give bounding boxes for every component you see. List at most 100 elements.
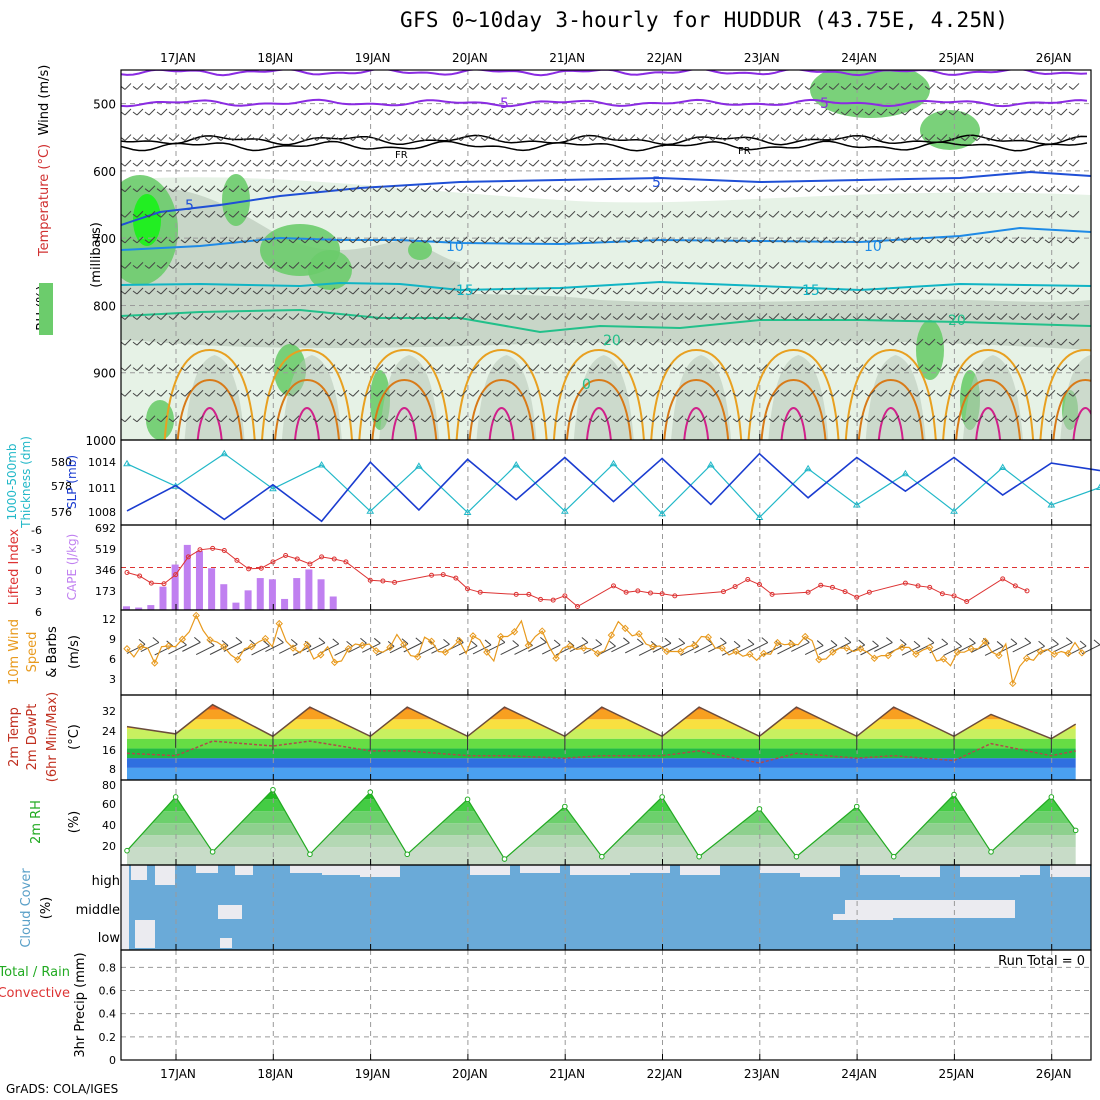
- wind-barb: [856, 262, 864, 269]
- wind-barb-flag: [420, 290, 426, 295]
- wind-barb: [208, 287, 216, 295]
- date-label-top: 19JAN: [355, 51, 391, 65]
- wind-barb: [1060, 287, 1068, 295]
- thickness-marker: [901, 469, 910, 477]
- wind-barb: [400, 287, 408, 295]
- wind-barb: [712, 134, 720, 141]
- wind-barb-flag: [216, 111, 222, 116]
- wind-barb-flag: [792, 86, 798, 90]
- wind-barb-flag: [1044, 111, 1050, 116]
- wind-barb: [940, 338, 948, 346]
- wind-barb-flag: [828, 188, 834, 193]
- wind-barb: [532, 210, 540, 218]
- wind-barb-flag: [732, 367, 738, 372]
- wind-barb: [136, 313, 144, 320]
- wind-barb-10m: [500, 645, 519, 655]
- wind-barb-flag: [1068, 213, 1074, 218]
- wind-barb: [604, 389, 612, 397]
- wind-barb-flag: [924, 213, 930, 218]
- isotherm-35: [877, 406, 904, 440]
- wind-barb: [292, 364, 300, 372]
- wind-barb-flag: [744, 86, 750, 90]
- wind-barb-flag: [348, 418, 354, 423]
- wind-barb: [748, 364, 756, 372]
- wind-barb: [904, 108, 912, 116]
- wind-barb: [796, 364, 804, 372]
- wind-barb: [508, 287, 516, 295]
- wind-barb-flag: [180, 213, 186, 218]
- wind-barb: [436, 83, 444, 90]
- wind-barb-flag: [600, 111, 606, 116]
- wind-barb-10m-flag: [595, 639, 603, 645]
- wind-speed-marker: [1078, 649, 1086, 657]
- wind-barb-flag: [492, 213, 498, 218]
- wind-barb: [424, 364, 432, 372]
- wind-barb: [568, 338, 576, 346]
- wind-barb-flag: [660, 213, 666, 218]
- wind-barb-flag: [324, 188, 330, 193]
- wind-barb-flag: [828, 162, 834, 167]
- wind-barb-flag: [564, 392, 570, 397]
- wind-barb: [172, 159, 180, 167]
- wind-barb-flag: [1056, 392, 1062, 397]
- wind-barb: [496, 134, 504, 141]
- wind-barb-flag: [540, 239, 546, 244]
- wind-barb: [328, 159, 336, 167]
- wind-barb: [976, 338, 984, 346]
- wind-barb-10m-flag: [567, 640, 575, 647]
- wind-barb: [448, 83, 456, 90]
- wind-barb: [472, 83, 480, 90]
- wind-barb-flag: [648, 111, 654, 116]
- wind-barb: [208, 210, 216, 218]
- wind-barb-flag: [708, 86, 714, 90]
- wind-barb: [328, 108, 336, 116]
- wind-barb: [700, 364, 708, 372]
- thickness-marker: [1047, 501, 1056, 508]
- wind-barb-flag: [588, 316, 594, 320]
- wind-barb-flag: [180, 341, 186, 346]
- wind-barb-flag: [432, 137, 438, 141]
- wind-barb: [1072, 389, 1080, 397]
- cloud-gap: [470, 865, 510, 875]
- wind-barb-flag: [564, 111, 570, 116]
- wind-barb-flag: [396, 239, 402, 244]
- wind-speed-marker: [303, 640, 311, 649]
- wind-speed-marker: [663, 647, 671, 656]
- wind-barb: [172, 83, 180, 90]
- cloud-level-label: low: [98, 931, 121, 946]
- wind-barb-flag: [744, 213, 750, 218]
- wind-barb-flag: [121, 264, 126, 269]
- wind-barb-flag: [624, 239, 630, 244]
- wind-barb: [328, 185, 336, 193]
- wind-barb-flag: [924, 367, 930, 372]
- wind-barb: [736, 389, 744, 397]
- wind-barb: [820, 185, 828, 193]
- wind-barb: [520, 389, 528, 397]
- wind-barb-flag: [780, 162, 786, 167]
- wind-barb: [712, 83, 720, 90]
- wind-barb-flag: [192, 264, 198, 269]
- wind-barb: [952, 134, 960, 141]
- wind-barb: [124, 415, 132, 423]
- wind-barb: [640, 389, 648, 397]
- wind-barb: [772, 210, 780, 218]
- wind-barb: [808, 313, 816, 320]
- wind-barb: [208, 364, 216, 372]
- thickness-marker: [366, 507, 375, 514]
- wind-barb-flag: [624, 188, 630, 193]
- wind-barb-flag: [348, 86, 354, 90]
- wind-barb: [892, 185, 900, 193]
- wind-barb-flag: [1020, 137, 1026, 141]
- wind-speed-marker: [150, 659, 159, 667]
- wind-barb: [280, 83, 288, 90]
- wind-barb-flag: [516, 264, 522, 269]
- wind-barb-flag: [612, 111, 618, 116]
- wind-barb-flag: [756, 392, 762, 397]
- wind-barb-flag: [228, 137, 234, 141]
- wind-barb-flag: [156, 86, 162, 90]
- wind-barb-flag: [288, 188, 294, 193]
- thickness-marker: [269, 484, 277, 492]
- wind-barb-flag: [240, 162, 246, 167]
- pressure-tick-label: 1000: [85, 434, 116, 448]
- wind-barb: [844, 159, 852, 167]
